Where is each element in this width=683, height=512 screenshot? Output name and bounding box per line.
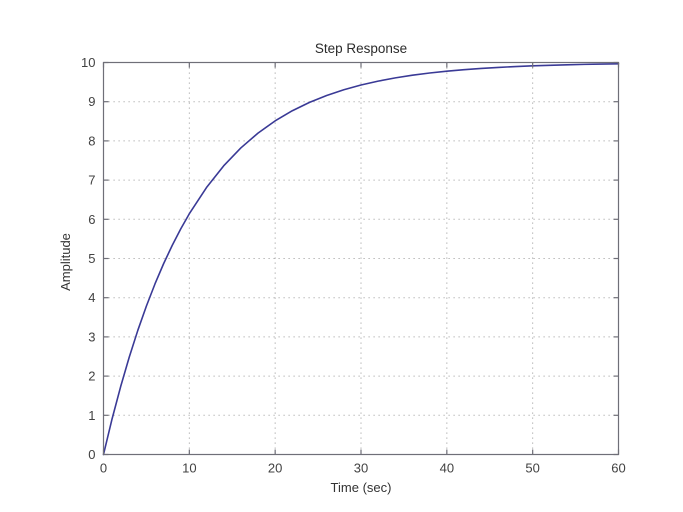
y-tick-label: 7 xyxy=(88,173,95,188)
chart-title: Step Response xyxy=(315,41,407,56)
x-tick-label: 20 xyxy=(268,461,282,476)
y-tick-label: 6 xyxy=(88,212,95,227)
y-tick-label: 1 xyxy=(88,408,95,423)
y-tick-label: 2 xyxy=(88,369,95,384)
y-tick-label: 10 xyxy=(81,55,95,70)
y-axis-label: Amplitude xyxy=(58,233,73,291)
tick-label-layer: 0 10 20 30 40 50 60 0 1 2 3 4 5 6 7 8 9 10 xyxy=(81,55,626,476)
y-tick-label: 3 xyxy=(88,329,95,344)
x-tick-label: 50 xyxy=(525,461,539,476)
grid-layer xyxy=(103,62,619,455)
y-tick-label: 0 xyxy=(88,447,95,462)
y-tick-label: 5 xyxy=(88,251,95,266)
x-tick-label: 60 xyxy=(611,461,625,476)
x-tick-label: 40 xyxy=(440,461,454,476)
x-tick-label: 30 xyxy=(354,461,368,476)
y-tick-label: 4 xyxy=(88,290,95,305)
y-tick-label: 8 xyxy=(88,133,95,148)
axes-layer xyxy=(102,61,620,456)
curve-layer xyxy=(102,62,620,456)
response-curve xyxy=(102,62,620,456)
x-axis-label: Time (sec) xyxy=(331,480,392,495)
x-tick-label: 0 xyxy=(100,461,107,476)
y-tick-label: 9 xyxy=(88,94,95,109)
x-tick-label: 10 xyxy=(182,461,196,476)
